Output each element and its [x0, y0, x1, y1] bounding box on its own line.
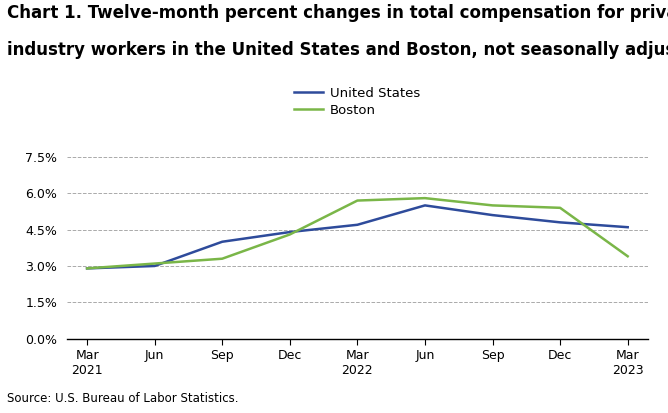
- United States: [421, 203, 429, 208]
- Boston: [218, 256, 226, 261]
- United States: [353, 222, 361, 227]
- Boston: [556, 205, 564, 210]
- United States: [624, 225, 632, 230]
- United States: [218, 239, 226, 244]
- United States: [286, 230, 294, 235]
- Text: Chart 1. Twelve-month percent changes in total compensation for private: Chart 1. Twelve-month percent changes in…: [7, 4, 668, 22]
- United States: [488, 213, 496, 218]
- United States: [83, 266, 91, 271]
- Legend: United States, Boston: United States, Boston: [295, 87, 420, 117]
- United States: [556, 220, 564, 225]
- Boston: [353, 198, 361, 203]
- United States: [151, 263, 159, 268]
- Text: industry workers in the United States and Boston, not seasonally adjusted: industry workers in the United States an…: [7, 41, 668, 59]
- Boston: [151, 261, 159, 266]
- Boston: [488, 203, 496, 208]
- Line: Boston: Boston: [87, 198, 628, 268]
- Boston: [83, 266, 91, 271]
- Boston: [624, 254, 632, 259]
- Boston: [421, 196, 429, 201]
- Boston: [286, 232, 294, 237]
- Line: United States: United States: [87, 205, 628, 268]
- Text: Source: U.S. Bureau of Labor Statistics.: Source: U.S. Bureau of Labor Statistics.: [7, 392, 238, 405]
